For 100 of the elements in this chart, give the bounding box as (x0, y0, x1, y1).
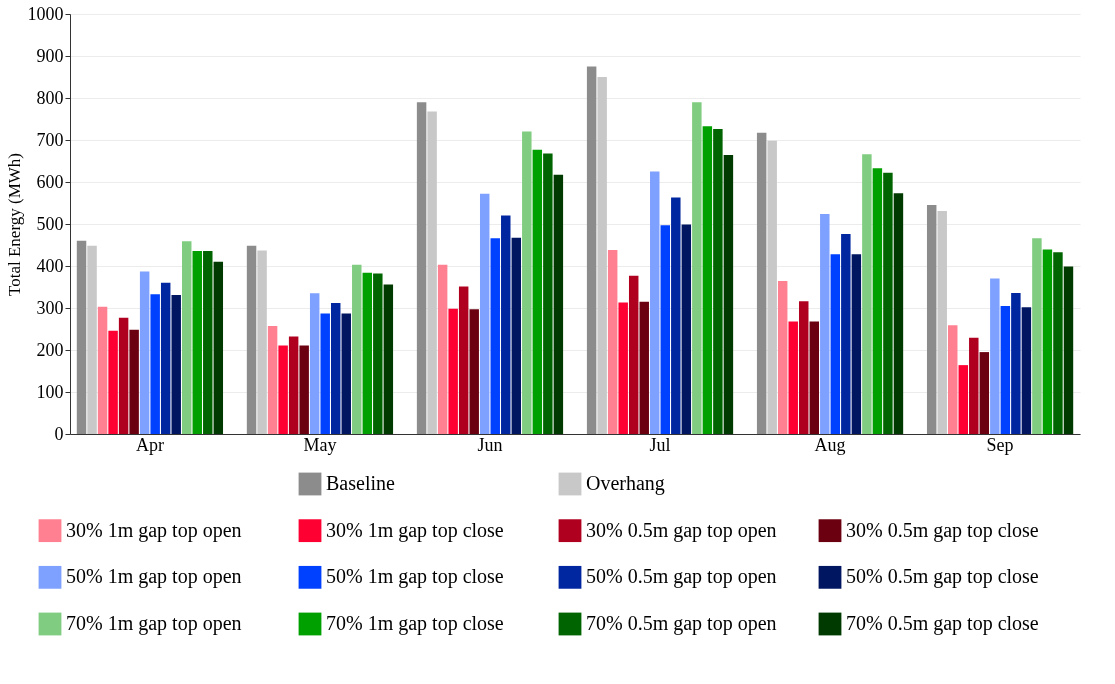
bar (150, 294, 160, 434)
bar (723, 155, 734, 434)
legend-label: 70% 1m gap top open (66, 612, 242, 635)
bar (511, 237, 522, 434)
bar (97, 306, 108, 434)
bar (331, 302, 341, 434)
bar (1042, 249, 1053, 434)
bar (862, 154, 872, 434)
bar (383, 284, 394, 434)
bar (1011, 292, 1021, 434)
y-tick-label: 300 (36, 297, 64, 318)
bar (1032, 238, 1042, 434)
bar (501, 215, 511, 434)
bar (809, 321, 819, 434)
bar (788, 321, 798, 434)
bar (108, 330, 118, 434)
bar (257, 250, 267, 434)
y-axis-title: Total Energy (MWh) (4, 153, 24, 296)
y-tick-label: 0 (54, 423, 64, 444)
bar (362, 272, 373, 434)
legend-label: 30% 1m gap top close (326, 518, 504, 542)
x-tick-label: May (303, 434, 337, 455)
bar (671, 197, 681, 434)
y-tick-label: 400 (36, 255, 64, 276)
bar (320, 313, 330, 434)
bar (948, 325, 958, 434)
bar (267, 326, 278, 434)
bar (650, 171, 660, 434)
x-tick-label: Jul (649, 434, 671, 455)
bar (479, 193, 490, 434)
bar (926, 205, 937, 434)
bar (278, 345, 288, 434)
bar (352, 264, 362, 434)
legend-label: 50% 0.5m gap top close (846, 565, 1039, 589)
bar (118, 317, 129, 434)
y-tick-label: 700 (36, 129, 64, 150)
bar (639, 301, 649, 434)
bar (246, 245, 257, 434)
bar (437, 264, 448, 434)
legend-label: 50% 1m gap top close (326, 565, 504, 589)
bar (713, 129, 723, 434)
legend-label: Overhang (586, 472, 665, 495)
bar (1021, 307, 1032, 434)
bar (586, 66, 597, 434)
bar (309, 293, 320, 434)
legend-label: 70% 1m gap top close (326, 612, 504, 635)
bar (288, 336, 299, 434)
legend-label: 30% 1m gap top open (66, 518, 242, 542)
bar (490, 238, 500, 434)
bar (756, 132, 767, 434)
bar (543, 153, 553, 434)
bar (192, 250, 202, 434)
bar (958, 365, 968, 434)
legend-label: 70% 0.5m gap top open (586, 612, 777, 635)
bar (1053, 252, 1063, 434)
bar (872, 168, 883, 434)
legend-label: 30% 0.5m gap top open (586, 518, 777, 542)
bar (532, 149, 543, 434)
bar (427, 111, 437, 434)
bar (883, 172, 893, 434)
bar (702, 126, 713, 434)
bar (618, 302, 628, 434)
bar (299, 345, 309, 434)
legend-label: 70% 0.5m gap top close (846, 612, 1039, 635)
x-tick-label: Aug (814, 434, 846, 455)
bar (820, 213, 830, 434)
y-tick-label: 900 (36, 45, 64, 66)
bar (990, 278, 1000, 434)
bar (830, 254, 841, 434)
bar (799, 301, 809, 434)
bar (416, 102, 427, 434)
y-tick-label: 500 (36, 213, 64, 234)
bar (767, 140, 777, 434)
bar (777, 281, 788, 434)
bar (597, 77, 607, 434)
bar (341, 313, 351, 434)
bar (969, 337, 979, 434)
bar (660, 225, 671, 434)
x-tick-label: Apr (135, 434, 164, 455)
y-tick-label: 100 (36, 381, 64, 402)
bar (203, 250, 213, 434)
legend-label: Baseline (326, 472, 395, 494)
bar (458, 286, 469, 434)
bar (681, 224, 692, 434)
y-tick-label: 200 (36, 339, 64, 360)
bar (213, 261, 224, 434)
legend-label: 30% 0.5m gap top close (846, 518, 1039, 542)
y-tick-label: 1000 (27, 3, 64, 24)
y-tick-label: 600 (36, 171, 64, 192)
bar (851, 254, 862, 434)
bar (76, 240, 87, 434)
bar (522, 131, 532, 434)
bar (893, 193, 904, 434)
bar (171, 294, 181, 434)
bar (373, 273, 383, 434)
bar (129, 329, 139, 434)
bar (1000, 305, 1011, 434)
bar (87, 245, 97, 434)
bar (160, 282, 171, 434)
bar (607, 250, 618, 434)
